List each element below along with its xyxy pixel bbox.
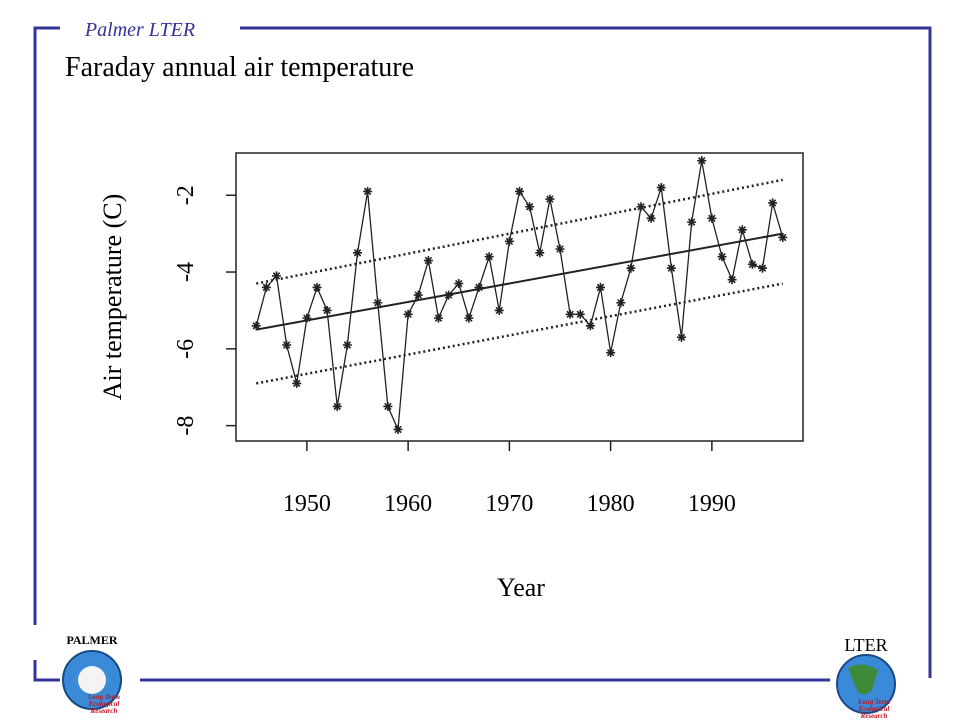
data-point xyxy=(261,282,271,292)
data-point xyxy=(504,236,514,246)
data-point xyxy=(575,309,585,319)
data-point xyxy=(616,298,626,308)
data-point xyxy=(403,309,413,319)
data-point xyxy=(747,259,757,269)
data-point xyxy=(363,186,373,196)
x-tick-label: 1980 xyxy=(587,491,635,517)
x-tick-label: 1950 xyxy=(283,491,331,517)
data-point xyxy=(322,305,332,315)
data-point xyxy=(585,321,595,331)
data-point xyxy=(555,244,565,254)
data-point xyxy=(768,198,778,208)
data-point xyxy=(342,340,352,350)
data-point xyxy=(292,378,302,388)
logo-caption: Ecological xyxy=(88,700,120,708)
data-point xyxy=(272,271,281,281)
data-point xyxy=(251,321,261,331)
logo-caption: Long Term xyxy=(87,693,120,701)
trend-line xyxy=(256,232,783,331)
confidence-line xyxy=(256,282,783,385)
data-point xyxy=(636,202,646,212)
frame-left xyxy=(33,26,60,625)
data-point xyxy=(302,313,312,323)
data-point xyxy=(312,282,322,292)
logo-continent xyxy=(78,666,106,694)
plot: 1950 1960 1970 1980 1990 -8 -6 -4 -2 xyxy=(173,156,788,517)
data-point xyxy=(687,217,697,227)
data-point xyxy=(656,183,666,193)
data-point xyxy=(434,313,443,323)
x-tick-label: 1970 xyxy=(485,491,533,517)
right-logo: LTER Long Term Ecological Research xyxy=(836,635,896,720)
data-point xyxy=(606,348,616,358)
logo-label: LTER xyxy=(844,635,887,655)
y-axis-label: Air temperature (C) xyxy=(98,194,127,400)
data-point xyxy=(626,263,636,273)
x-tick-label: 1960 xyxy=(384,491,432,517)
plot-frame xyxy=(235,152,804,442)
data-point xyxy=(565,309,575,319)
data-point xyxy=(484,252,494,262)
data-point xyxy=(758,263,767,273)
data-point xyxy=(474,282,484,292)
data-point xyxy=(778,232,788,242)
y-tick-label: -6 xyxy=(173,339,199,359)
data-point xyxy=(454,279,464,289)
data-point xyxy=(717,252,727,262)
data-point xyxy=(332,401,342,411)
slide-frame xyxy=(33,26,932,682)
slide-title: Faraday annual air temperature xyxy=(65,52,414,83)
data-line xyxy=(255,160,784,430)
data-point xyxy=(464,313,474,323)
y-tick-label: -2 xyxy=(173,185,199,205)
data-point xyxy=(423,256,433,266)
data-point xyxy=(383,401,393,411)
y-tick-label: -4 xyxy=(173,262,199,282)
logo-continent xyxy=(848,664,878,695)
x-axis-label: Year xyxy=(497,573,545,602)
data-point xyxy=(515,186,524,196)
logo-caption: Research xyxy=(90,707,118,715)
left-logo: PALMER Long Term Ecological Research xyxy=(62,633,122,715)
data-point xyxy=(373,298,383,308)
data-point xyxy=(393,424,403,434)
data-point xyxy=(737,225,747,235)
logo-caption: Research xyxy=(860,712,888,720)
frame-top-right xyxy=(240,26,932,678)
logo-caption: Long Term xyxy=(857,698,890,706)
data-point xyxy=(525,202,535,212)
logo-label: PALMER xyxy=(66,633,117,647)
x-tick-label: 1990 xyxy=(688,491,736,517)
data-point xyxy=(353,248,362,258)
data-point xyxy=(646,213,656,223)
data-point xyxy=(413,290,423,300)
logo-caption: Ecological xyxy=(858,705,890,713)
data-point xyxy=(727,275,737,285)
data-point xyxy=(707,213,717,223)
y-tick-label: -8 xyxy=(173,416,199,436)
frame-bottom-left xyxy=(33,660,60,682)
data-point xyxy=(494,305,504,315)
data-point xyxy=(545,194,555,204)
data-point xyxy=(677,332,686,342)
data-point xyxy=(666,263,676,273)
data-point xyxy=(535,248,545,258)
data-point xyxy=(282,340,292,350)
data-point xyxy=(444,290,454,300)
brand: Palmer LTER xyxy=(84,19,195,41)
data-point xyxy=(596,282,605,292)
data-point xyxy=(697,156,707,166)
